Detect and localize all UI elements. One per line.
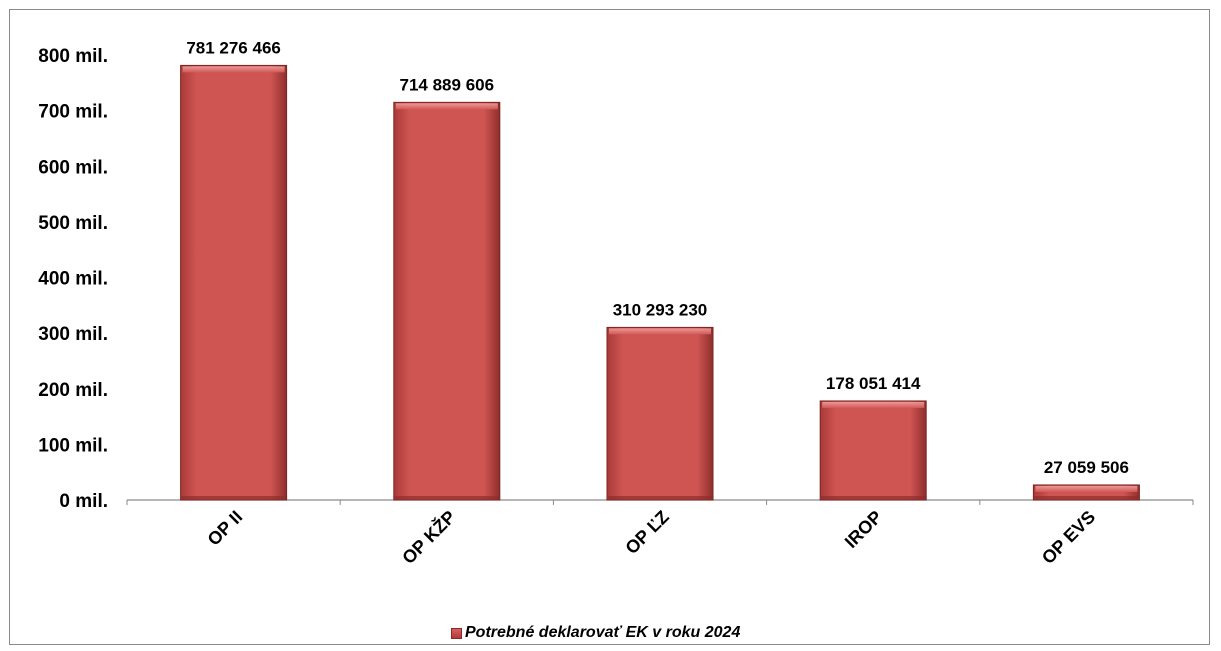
bar [606, 326, 714, 501]
y-tick-label: 200 mil. [38, 380, 108, 401]
legend: Potrebné deklarovať EK v roku 2024 [451, 622, 740, 644]
x-tick-label: OP ĽZ [621, 507, 672, 558]
y-tick-label: 600 mil. [38, 157, 108, 178]
bar-bevel [822, 401, 925, 408]
bar-shade [608, 496, 712, 500]
bar-shade [821, 496, 926, 500]
bar-bevel [1035, 485, 1138, 492]
x-tick-label: OP KŽP [398, 506, 460, 568]
bar-shade [1034, 496, 1139, 500]
bar-bevel [609, 328, 711, 335]
bar [819, 400, 927, 501]
y-tick-label: 400 mil. [38, 269, 108, 290]
bar-shade [394, 496, 499, 500]
y-tick-label: 100 mil. [38, 435, 108, 456]
y-tick-label: 700 mil. [38, 102, 108, 123]
y-tick-label: 0 mil. [59, 491, 108, 512]
y-tick-label: 800 mil. [38, 46, 108, 67]
data-label: 310 293 230 [613, 300, 708, 319]
legend-swatch [451, 627, 462, 639]
data-label: 178 051 414 [826, 374, 921, 393]
data-label: 714 889 606 [400, 75, 495, 94]
y-tick-label: 300 mil. [38, 324, 108, 345]
x-tick-label: OP EVS [1038, 507, 1099, 568]
x-tick-label: IROP [841, 507, 886, 552]
bar [180, 64, 288, 501]
y-tick-label: 500 mil. [38, 213, 108, 234]
bar-bevel [182, 66, 285, 73]
data-labels: 781 276 466 714 889 606 310 293 230 178 051… [186, 38, 1129, 477]
bar-bevel [395, 103, 498, 110]
y-axis: 0 mil. 100 mil. 200 mil. 300 mil. 400 mil. 50… [38, 46, 108, 512]
bar [393, 101, 501, 501]
bar-shade [181, 496, 286, 500]
data-label: 27 059 506 [1044, 458, 1129, 477]
data-label: 781 276 466 [186, 38, 281, 57]
x-axis: OP II OP KŽP OP ĽZ IROP OP EVS [126, 499, 1194, 568]
bars [180, 64, 1140, 501]
x-tick-label: OP II [204, 507, 247, 550]
legend-label: Potrebné deklarovať EK v roku 2024 [465, 624, 741, 641]
